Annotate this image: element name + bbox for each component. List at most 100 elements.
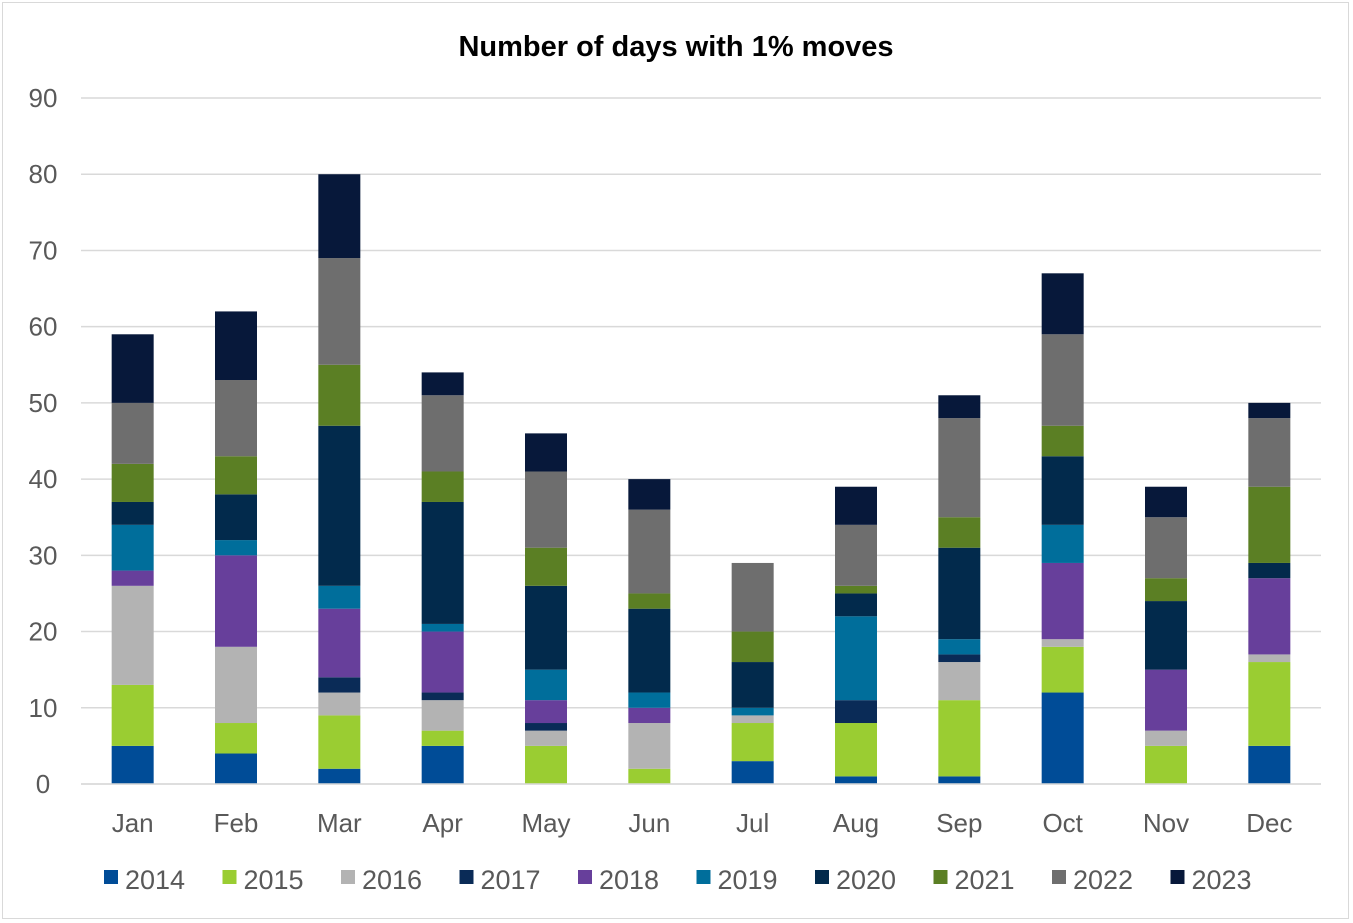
legend-label: 2016 <box>362 865 422 895</box>
bar-segment-2017-aug <box>835 700 877 724</box>
bar-segment-2018-may <box>525 700 567 724</box>
bar-segment-2018-dec <box>1248 578 1291 655</box>
x-tick-label: Mar <box>317 808 362 838</box>
x-tick-label: Nov <box>1143 808 1189 838</box>
bar-stack-jun <box>628 479 671 784</box>
legend-label: 2022 <box>1073 865 1133 895</box>
bar-segment-2019-feb <box>215 540 257 556</box>
bar-segment-2016-feb <box>215 646 257 724</box>
bar-segment-2016-mar <box>318 692 361 716</box>
bar-segment-2014-aug <box>835 776 877 784</box>
y-tick-label: 60 <box>29 312 58 342</box>
bar-segment-2022-may <box>525 471 567 548</box>
y-axis: 0 10 20 30 40 50 60 70 80 90 <box>29 83 58 799</box>
bars <box>111 174 1291 784</box>
bar-segment-2015-jan <box>111 684 154 746</box>
x-tick-label: Feb <box>214 808 259 838</box>
bar-segment-2018-apr <box>421 631 464 693</box>
legend-label: 2021 <box>955 865 1015 895</box>
legend-swatch <box>222 870 237 884</box>
legend-label: 2017 <box>481 865 541 895</box>
bar-segment-2022-jan <box>111 402 154 464</box>
x-tick-label: Jan <box>112 808 154 838</box>
bar-segment-2020-dec <box>1248 562 1291 579</box>
y-tick-label: 80 <box>29 159 58 189</box>
legend-swatch <box>933 870 948 884</box>
x-tick-label: Sep <box>936 808 982 838</box>
bar-stack-may <box>525 433 567 784</box>
bar-segment-2014-apr <box>421 745 464 784</box>
bar-segment-2019-mar <box>318 585 361 609</box>
bar-segment-2015-feb <box>215 723 257 754</box>
bar-segment-2014-sep <box>938 776 981 784</box>
y-tick-label: 30 <box>29 540 58 570</box>
bar-segment-2016-jan <box>111 585 154 685</box>
bar-segment-2023-jan <box>111 334 154 403</box>
bar-segment-2022-jun <box>628 509 671 594</box>
bar-segment-2019-apr <box>421 623 464 632</box>
legend-label: 2019 <box>718 865 778 895</box>
bar-segment-2021-sep <box>938 517 981 548</box>
bar-segment-2020-oct <box>1041 456 1084 525</box>
bar-segment-2017-mar <box>318 677 361 693</box>
bar-segment-2020-mar <box>318 425 361 586</box>
bar-segment-2019-jun <box>628 692 671 708</box>
bar-segment-2023-dec <box>1248 402 1291 419</box>
bar-segment-2021-may <box>525 547 567 586</box>
bar-segment-2016-sep <box>938 662 981 701</box>
bar-segment-2014-jan <box>111 745 154 784</box>
bar-segment-2023-jun <box>628 479 671 510</box>
bar-segment-2015-may <box>525 745 567 784</box>
bar-segment-2014-feb <box>215 753 257 784</box>
legend: 2014 2015 2016 2017 2018 2019 2020 2021 2022 2023 <box>104 865 1252 895</box>
legend-item-2021: 2021 <box>933 865 1015 895</box>
bar-segment-2020-jul <box>731 662 774 708</box>
bar-segment-2020-apr <box>421 501 464 624</box>
bar-segment-2018-jan <box>111 570 154 586</box>
bar-segment-2020-may <box>525 585 567 670</box>
legend-label: 2015 <box>244 865 304 895</box>
legend-item-2014: 2014 <box>104 865 185 895</box>
bar-segment-2022-jul <box>731 562 774 632</box>
x-tick-label: Aug <box>833 808 879 838</box>
bar-segment-2017-may <box>525 723 567 731</box>
y-tick-label: 10 <box>29 693 58 723</box>
x-tick-label: Jun <box>628 808 670 838</box>
bar-segment-2022-apr <box>421 395 464 472</box>
bar-segment-2021-jan <box>111 463 154 502</box>
bar-segment-2021-nov <box>1145 578 1187 602</box>
bar-segment-2015-oct <box>1041 646 1084 693</box>
y-tick-label: 20 <box>29 617 58 647</box>
bar-segment-2023-apr <box>421 372 464 396</box>
bar-segment-2014-oct <box>1041 692 1084 784</box>
x-tick-label: Dec <box>1246 808 1292 838</box>
legend-swatch <box>341 870 355 884</box>
bar-segment-2016-nov <box>1145 730 1187 746</box>
bar-segment-2015-dec <box>1248 662 1291 746</box>
bar-segment-2019-sep <box>938 639 981 655</box>
legend-item-2016: 2016 <box>341 865 422 895</box>
bar-segment-2015-nov <box>1145 745 1187 784</box>
bar-segment-2014-jul <box>731 761 774 784</box>
x-tick-label: Jul <box>736 808 769 838</box>
bar-segment-2014-dec <box>1248 745 1291 784</box>
bar-segment-2018-feb <box>215 555 257 647</box>
y-tick-label: 70 <box>29 235 58 265</box>
bar-segment-2022-mar <box>318 258 361 365</box>
bar-stack-nov <box>1145 486 1187 784</box>
bar-segment-2015-aug <box>835 723 877 777</box>
bar-segment-2020-jun <box>628 608 671 693</box>
bar-segment-2023-nov <box>1145 486 1187 518</box>
legend-item-2023: 2023 <box>1170 865 1252 895</box>
bar-segment-2019-oct <box>1041 524 1084 563</box>
x-axis: Jan Feb Mar Apr May Jun Jul Aug Sep Oct Nov Dec <box>81 783 1321 838</box>
y-tick-label: 50 <box>29 388 58 418</box>
legend-label: 2014 <box>125 865 185 895</box>
bar-segment-2019-jul <box>731 707 774 716</box>
bar-segment-2020-jan <box>111 501 154 525</box>
legend-item-2015: 2015 <box>222 865 304 895</box>
chart-title: Number of days with 1% moves <box>458 31 893 63</box>
bar-segment-2017-sep <box>938 654 981 663</box>
y-tick-label: 90 <box>29 83 58 113</box>
bar-segment-2022-dec <box>1248 418 1291 487</box>
